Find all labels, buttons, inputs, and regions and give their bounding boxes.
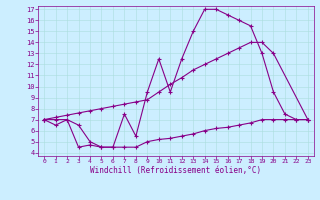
X-axis label: Windchill (Refroidissement éolien,°C): Windchill (Refroidissement éolien,°C) (91, 166, 261, 175)
